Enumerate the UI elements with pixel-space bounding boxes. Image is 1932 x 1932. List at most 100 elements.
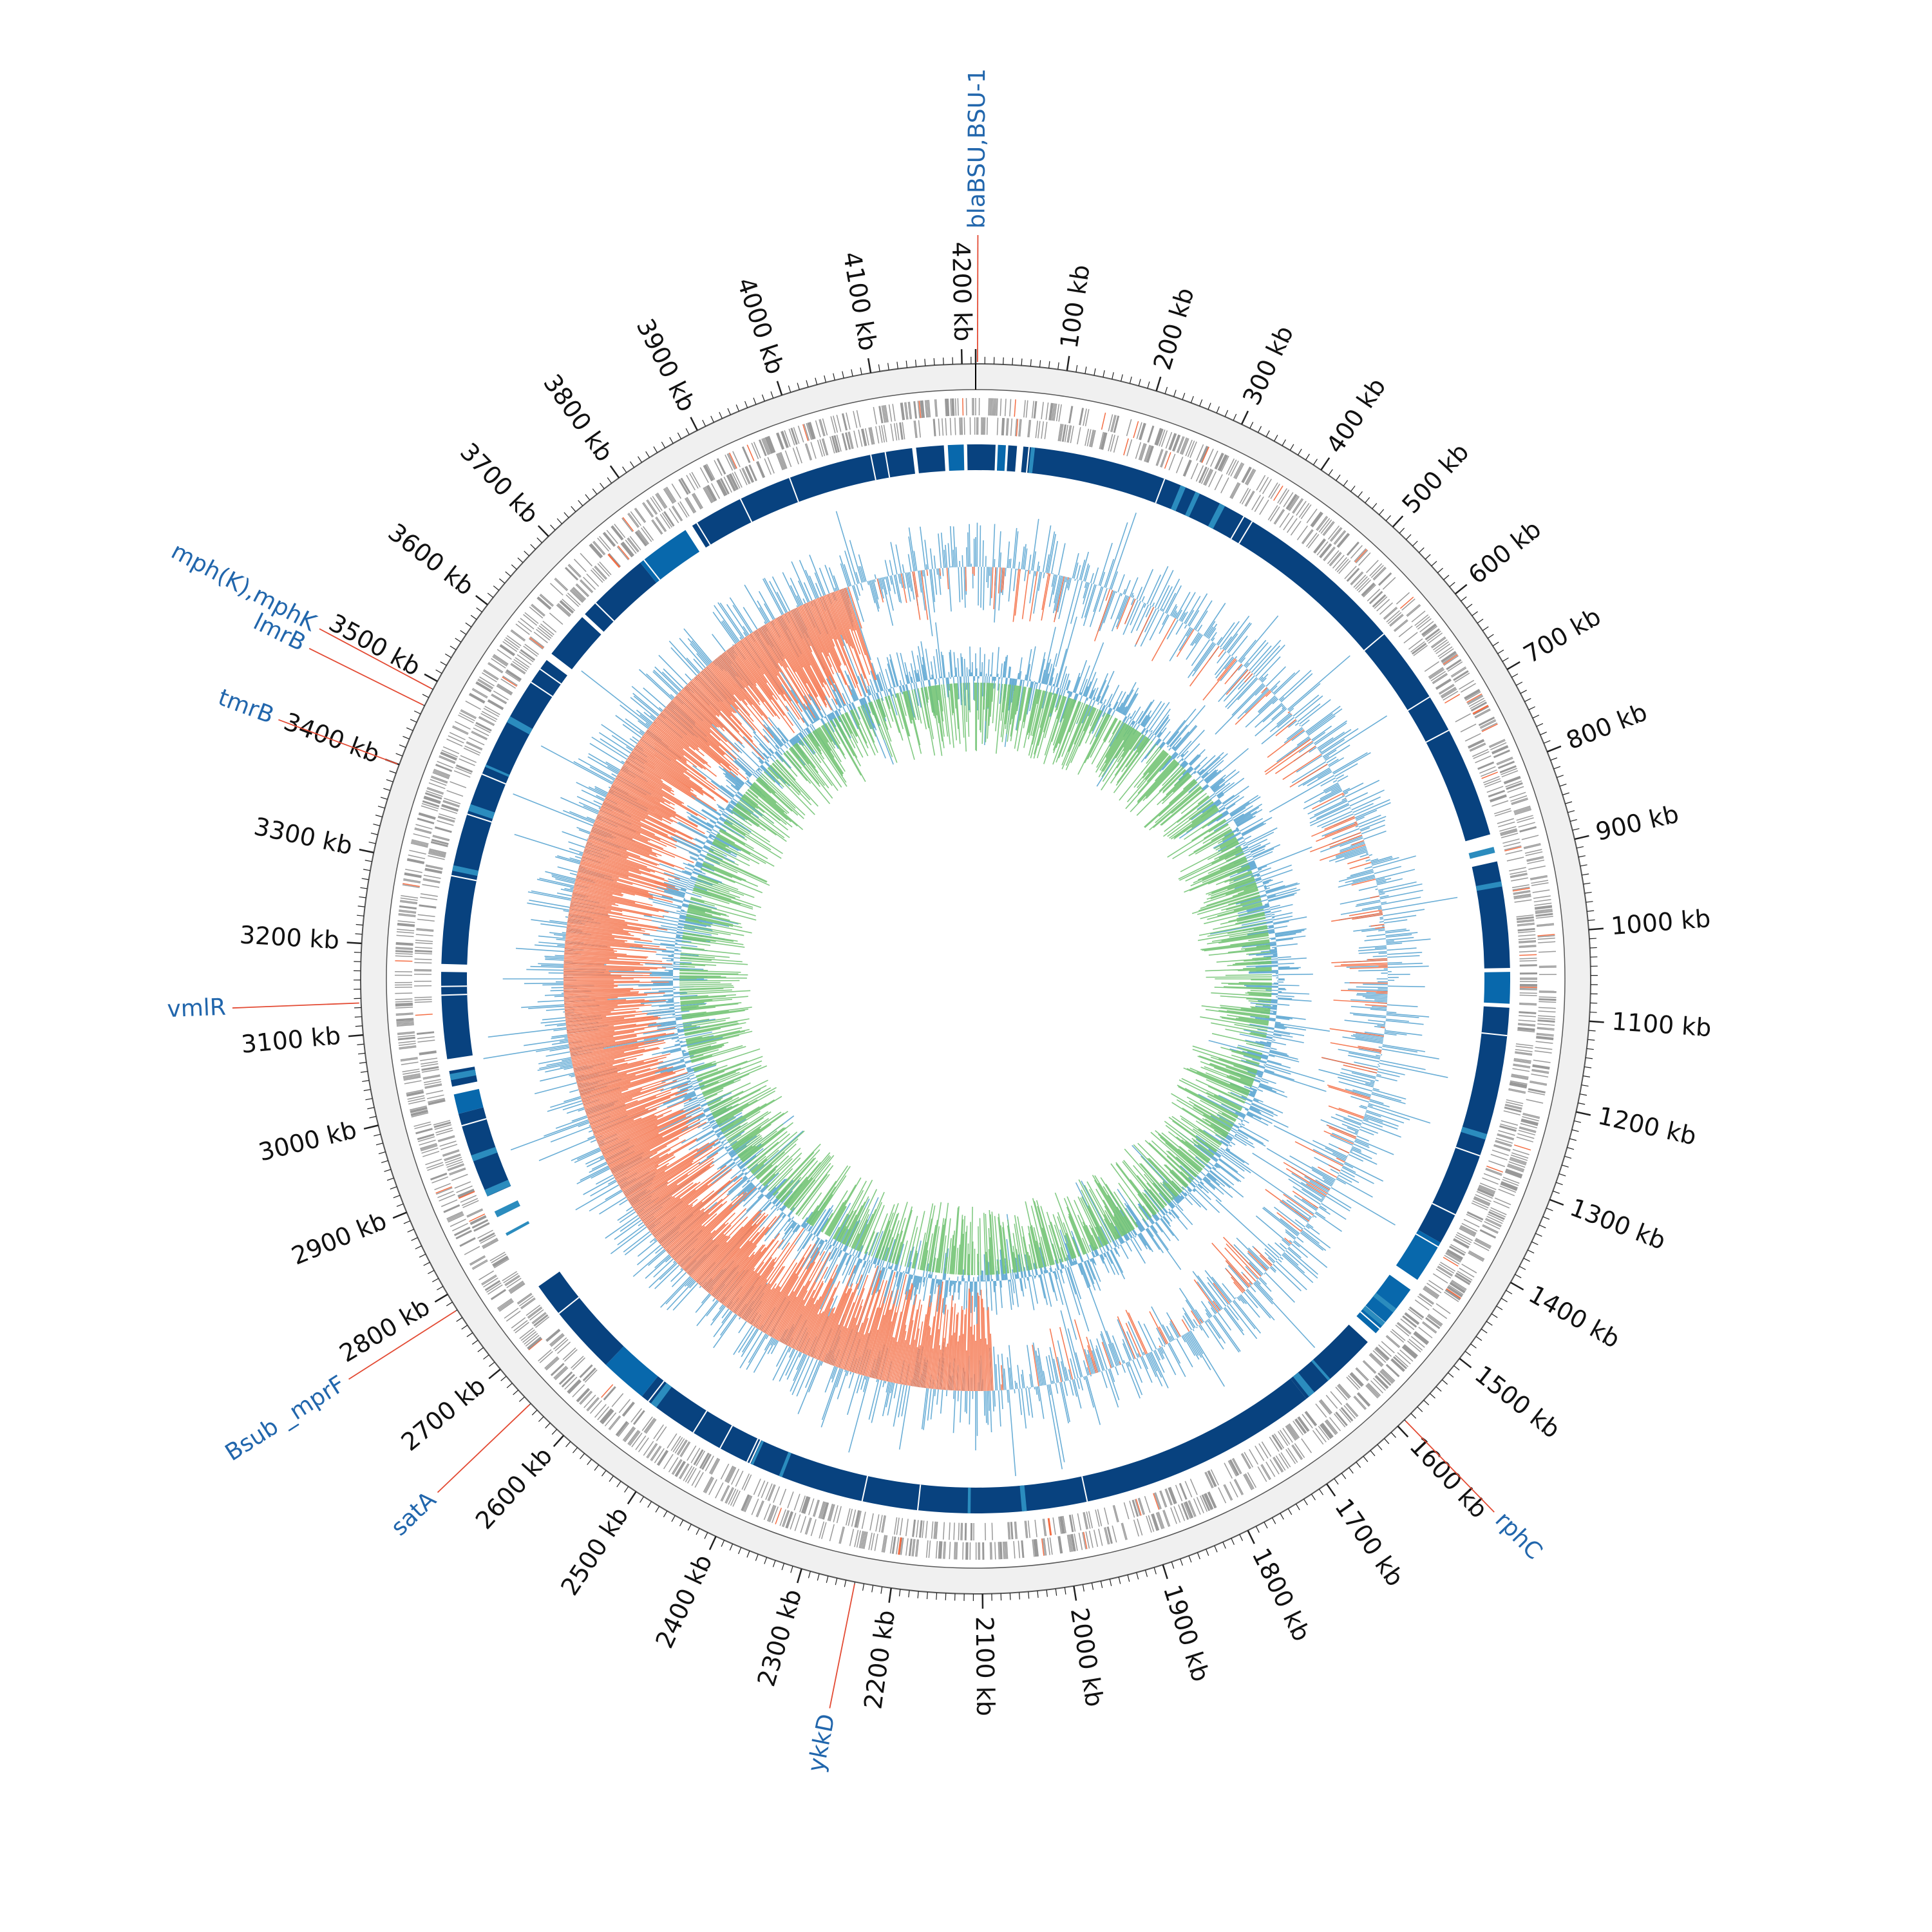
gene-tick — [1498, 1130, 1515, 1136]
gene-tick — [438, 815, 455, 822]
contig-band — [506, 1220, 530, 1236]
major-tick — [537, 525, 549, 537]
gene-tick — [1498, 821, 1515, 828]
gene-tick — [1520, 1122, 1538, 1129]
gene-tick — [1292, 498, 1303, 513]
gene-tick — [741, 446, 751, 464]
gene-tick — [455, 721, 471, 730]
contig-separator — [451, 875, 477, 882]
gene-tick — [1501, 768, 1517, 775]
gene-tick — [475, 683, 491, 693]
gene-tick — [848, 431, 853, 450]
gene-tick — [1173, 1506, 1181, 1523]
gene-tick — [621, 541, 635, 556]
kb-tick-label: 2700 kb — [396, 1371, 491, 1456]
gene-tick — [564, 1376, 578, 1390]
gene-tick — [710, 1458, 719, 1475]
gene-tick — [1513, 1065, 1531, 1069]
gene-tick — [854, 1510, 860, 1528]
gene-tick — [1184, 460, 1192, 477]
gene-tick — [1110, 435, 1115, 452]
gene-tick — [1511, 797, 1528, 804]
major-tick — [708, 1536, 717, 1551]
minor-tick — [362, 1080, 370, 1083]
gene-tick — [459, 1237, 476, 1247]
gene-tick — [1320, 519, 1332, 534]
gene-tick — [947, 398, 950, 417]
gene-tick — [726, 453, 735, 470]
gene-tick — [526, 1304, 541, 1316]
minor-tick — [1129, 376, 1132, 384]
gene-tick — [1095, 1510, 1100, 1527]
gene-tick — [421, 1147, 439, 1154]
gene-tick — [528, 1338, 543, 1350]
gene-tick — [1522, 1116, 1539, 1122]
gene-tick — [1526, 856, 1544, 861]
gene-tick — [1414, 1332, 1428, 1345]
gene-tick — [1082, 1532, 1086, 1549]
gene-tick — [703, 487, 714, 503]
minor-tick — [493, 585, 500, 591]
gene-tick — [1440, 1262, 1455, 1272]
gene-annotation-label: rphC — [1490, 1507, 1548, 1565]
gene-tick — [594, 566, 607, 580]
gene-tick — [1536, 1037, 1554, 1041]
gene-tick — [1100, 432, 1105, 450]
minor-tick — [833, 373, 835, 381]
gene-tick — [854, 1530, 859, 1548]
gene-tick — [1148, 1515, 1155, 1532]
gene-tick — [632, 1410, 645, 1425]
gene-tick — [1515, 1043, 1533, 1046]
gene-tick — [800, 1496, 809, 1513]
gene-tick — [1302, 1414, 1313, 1429]
gene-tick — [1510, 1157, 1527, 1164]
gene-tick — [396, 1024, 414, 1027]
gene-tick — [763, 1503, 771, 1520]
minor-tick — [835, 1578, 838, 1586]
gene-tick — [1335, 1387, 1348, 1401]
gene-tick — [1468, 1251, 1484, 1261]
gene-tick — [1204, 469, 1213, 486]
gene-tick — [1153, 1492, 1161, 1510]
gene-tick — [1439, 1264, 1455, 1274]
gene-tick — [1530, 876, 1548, 880]
gene-tick — [862, 1531, 867, 1549]
gene-tick — [1255, 1445, 1265, 1461]
gene-tick — [803, 424, 810, 441]
gene-tick — [1243, 1474, 1253, 1490]
gene-tick — [918, 401, 922, 419]
gene-tick — [729, 452, 737, 469]
gene-tick — [1507, 1164, 1524, 1171]
gene-tick — [1493, 1200, 1510, 1209]
gene-tick — [1008, 1522, 1011, 1540]
gene-tick — [1063, 1515, 1066, 1533]
minor-tick — [826, 1575, 829, 1583]
gene-tick — [685, 1466, 695, 1482]
gene-tick — [624, 1428, 636, 1443]
minor-tick — [753, 397, 757, 405]
minor-tick — [1553, 766, 1561, 770]
contig-separator — [746, 1438, 759, 1463]
gene-tick — [920, 401, 923, 419]
minor-tick — [1431, 561, 1437, 567]
gene-tick — [1329, 1417, 1341, 1432]
gene-tick — [1532, 889, 1550, 893]
gene-tick — [1432, 1308, 1448, 1320]
gene-tick — [1518, 822, 1535, 828]
gene-tick — [1453, 1238, 1470, 1249]
gene-tick — [1484, 1218, 1502, 1227]
gene-tick — [616, 546, 629, 560]
gene-tick — [716, 480, 725, 497]
gene-tick — [753, 442, 761, 459]
gene-tick — [1159, 1490, 1166, 1508]
gene-tick — [1139, 443, 1146, 460]
gene-tick — [609, 1416, 621, 1430]
gene-tick — [567, 564, 581, 578]
gene-tick — [1452, 1280, 1467, 1290]
gene-tick — [450, 1218, 466, 1227]
minor-tick — [1464, 1350, 1472, 1356]
gene-tick — [523, 614, 538, 626]
gene-tick — [478, 1232, 495, 1242]
gene-tick — [1519, 1015, 1537, 1018]
gene-tick — [1408, 1338, 1423, 1351]
